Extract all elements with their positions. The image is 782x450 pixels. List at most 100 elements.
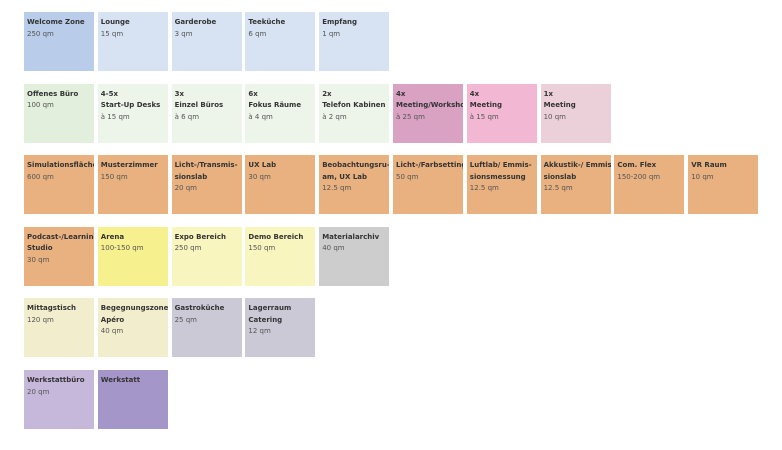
room-area: 150-200 qm <box>617 172 661 181</box>
room-title: Begegnungszone/ <box>100 304 168 313</box>
room-title: Lagerraum <box>248 304 292 313</box>
room-area: à 15 qm <box>469 112 499 121</box>
room-title: Studio <box>27 244 53 253</box>
room-tile: Com. Flex 150-200 qm <box>614 155 685 215</box>
room-tile: Licht-/Transmis-sionslab 20 qm <box>171 155 242 215</box>
room-title: Meeting <box>469 101 502 110</box>
room-area: 12.5 qm <box>543 184 573 193</box>
room-area: 40 qm <box>100 327 124 336</box>
room-title: Podcast-/Learning <box>27 232 94 241</box>
room-title: Werkstattbüro <box>27 376 85 384</box>
room-tile: Podcast-/Learning Studio 30 qm <box>24 226 94 286</box>
room-tile: Mittagstisch 120 qm <box>24 298 94 358</box>
room-area: 12.5 qm <box>322 184 352 193</box>
room-tile: Demo Bereich 150 qm <box>245 226 316 286</box>
room-area: 100 qm <box>27 101 54 110</box>
room-title: Einzel Büros <box>174 101 224 110</box>
room-area: à 2 qm <box>322 112 347 121</box>
room-title: 2x <box>322 89 332 98</box>
room-area: 20 qm <box>27 387 50 396</box>
room-tile: 2x Telefon Kabinen à 2 qm <box>319 83 390 143</box>
room-tile: Welcome Zone 250 qm <box>24 12 94 71</box>
room-tile: Werkstatt <box>97 370 168 429</box>
room-title: VR Raum <box>691 161 727 170</box>
room-area: 12.5 qm <box>469 184 499 193</box>
room-tile: Lagerraum Catering 12 qm <box>245 298 316 358</box>
room-title: sionslab <box>174 172 208 181</box>
room-tile: Offenes Büro 100 qm <box>24 83 94 143</box>
room-title: Expo Bereich <box>174 232 226 241</box>
room-tile: Simulationsfläche 600 qm <box>24 155 94 215</box>
room-title: Arena <box>100 232 125 241</box>
room-area: à 6 qm <box>174 112 200 121</box>
room-area: 250 qm <box>27 29 54 38</box>
room-title: 3x <box>174 89 184 98</box>
room-title: Materialarchiv <box>322 232 380 241</box>
room-tile: UX Lab 30 qm <box>245 155 316 215</box>
room-tile: 1x Meeting 10 qm <box>540 83 611 143</box>
room-title: Demo Bereich <box>248 232 304 241</box>
room-tile: Begegnungszone/Apéro 40 qm <box>97 298 168 358</box>
room-area: 600 qm <box>27 172 54 181</box>
room-title: Catering <box>248 315 283 324</box>
room-area: à 25 qm <box>396 112 425 121</box>
room-title: Mittagstisch <box>27 304 77 313</box>
room-area: 1 qm <box>322 29 341 38</box>
room-title: Meeting/Workshop <box>396 101 463 110</box>
room-tile: 4x Meeting/Workshop à 25 qm <box>393 83 463 143</box>
room-title: Telefon Kabinen <box>322 101 386 110</box>
room-title: Welcome Zone <box>27 18 85 26</box>
room-tile: Beobachtungsru-am, UX Lab 12.5 qm <box>319 155 390 215</box>
room-title: sionslab <box>543 172 577 181</box>
room-title: Garderobe <box>174 18 217 26</box>
room-tile: Musterzimmer 150 qm <box>97 155 168 215</box>
room-title: am, UX Lab <box>322 172 368 181</box>
room-tile: Garderobe 3 qm <box>171 12 242 71</box>
room-tile: 6x Fokus Räume à 4 qm <box>245 83 316 143</box>
room-area: 30 qm <box>248 172 271 181</box>
room-title: Teeküche <box>248 18 286 26</box>
room-title: Apéro <box>100 315 125 324</box>
room-tile: Empfang 1 qm <box>319 12 390 71</box>
room-area: 150 qm <box>248 244 276 253</box>
room-area: 40 qm <box>322 244 345 253</box>
room-tile: 4x Meeting à 15 qm <box>466 83 537 143</box>
room-title: Akkustik-/ Emmis- <box>543 161 611 170</box>
room-area: 25 qm <box>174 315 197 324</box>
room-tile: Licht-/Farbsetting 50 qm <box>393 155 463 215</box>
room-area: 100-150 qm <box>100 244 144 253</box>
room-title: Luftlab/ Emmis- <box>469 161 532 170</box>
room-title: sionsmessung <box>469 172 526 181</box>
room-area: 250 qm <box>174 244 202 253</box>
room-tile: VR Raum 10 qm <box>688 155 759 215</box>
room-title: Lounge <box>100 18 130 26</box>
room-title: Com. Flex <box>617 161 657 170</box>
room-title: Werkstatt <box>100 376 141 384</box>
room-area: à 15 qm <box>100 112 130 121</box>
room-title: Licht-/Transmis- <box>174 161 238 170</box>
room-title: 1x <box>543 89 553 98</box>
room-title: 6x <box>248 89 258 98</box>
room-area: à 4 qm <box>248 112 273 121</box>
room-title: Empfang <box>322 18 358 26</box>
room-area: 50 qm <box>396 172 419 181</box>
room-tile: Gastroküche 25 qm <box>171 298 242 358</box>
room-title: Simulationsfläche <box>27 161 94 170</box>
room-title: UX Lab <box>248 161 277 170</box>
room-tile: Arena 100-150 qm <box>97 226 168 286</box>
room-area: 3 qm <box>174 29 193 38</box>
room-tile: Akkustik-/ Emmis-sionslab 12.5 qm <box>540 155 611 215</box>
room-tile: Werkstattbüro 20 qm <box>24 370 94 429</box>
room-area: 30 qm <box>27 255 50 264</box>
room-title: Licht-/Farbsetting <box>396 161 463 170</box>
room-area: 10 qm <box>691 172 714 181</box>
room-title: 4x <box>469 89 480 98</box>
room-title: 4x <box>396 89 406 98</box>
room-title: Meeting <box>543 101 576 110</box>
room-tile: Expo Bereich 250 qm <box>171 226 242 286</box>
room-area: 150 qm <box>100 172 128 181</box>
room-title: Beobachtungsru- <box>322 161 390 170</box>
room-tile: 3x Einzel Büros à 6 qm <box>171 83 242 143</box>
room-tile: Luftlab/ Emmis-sionsmessung 12.5 qm <box>466 155 537 215</box>
